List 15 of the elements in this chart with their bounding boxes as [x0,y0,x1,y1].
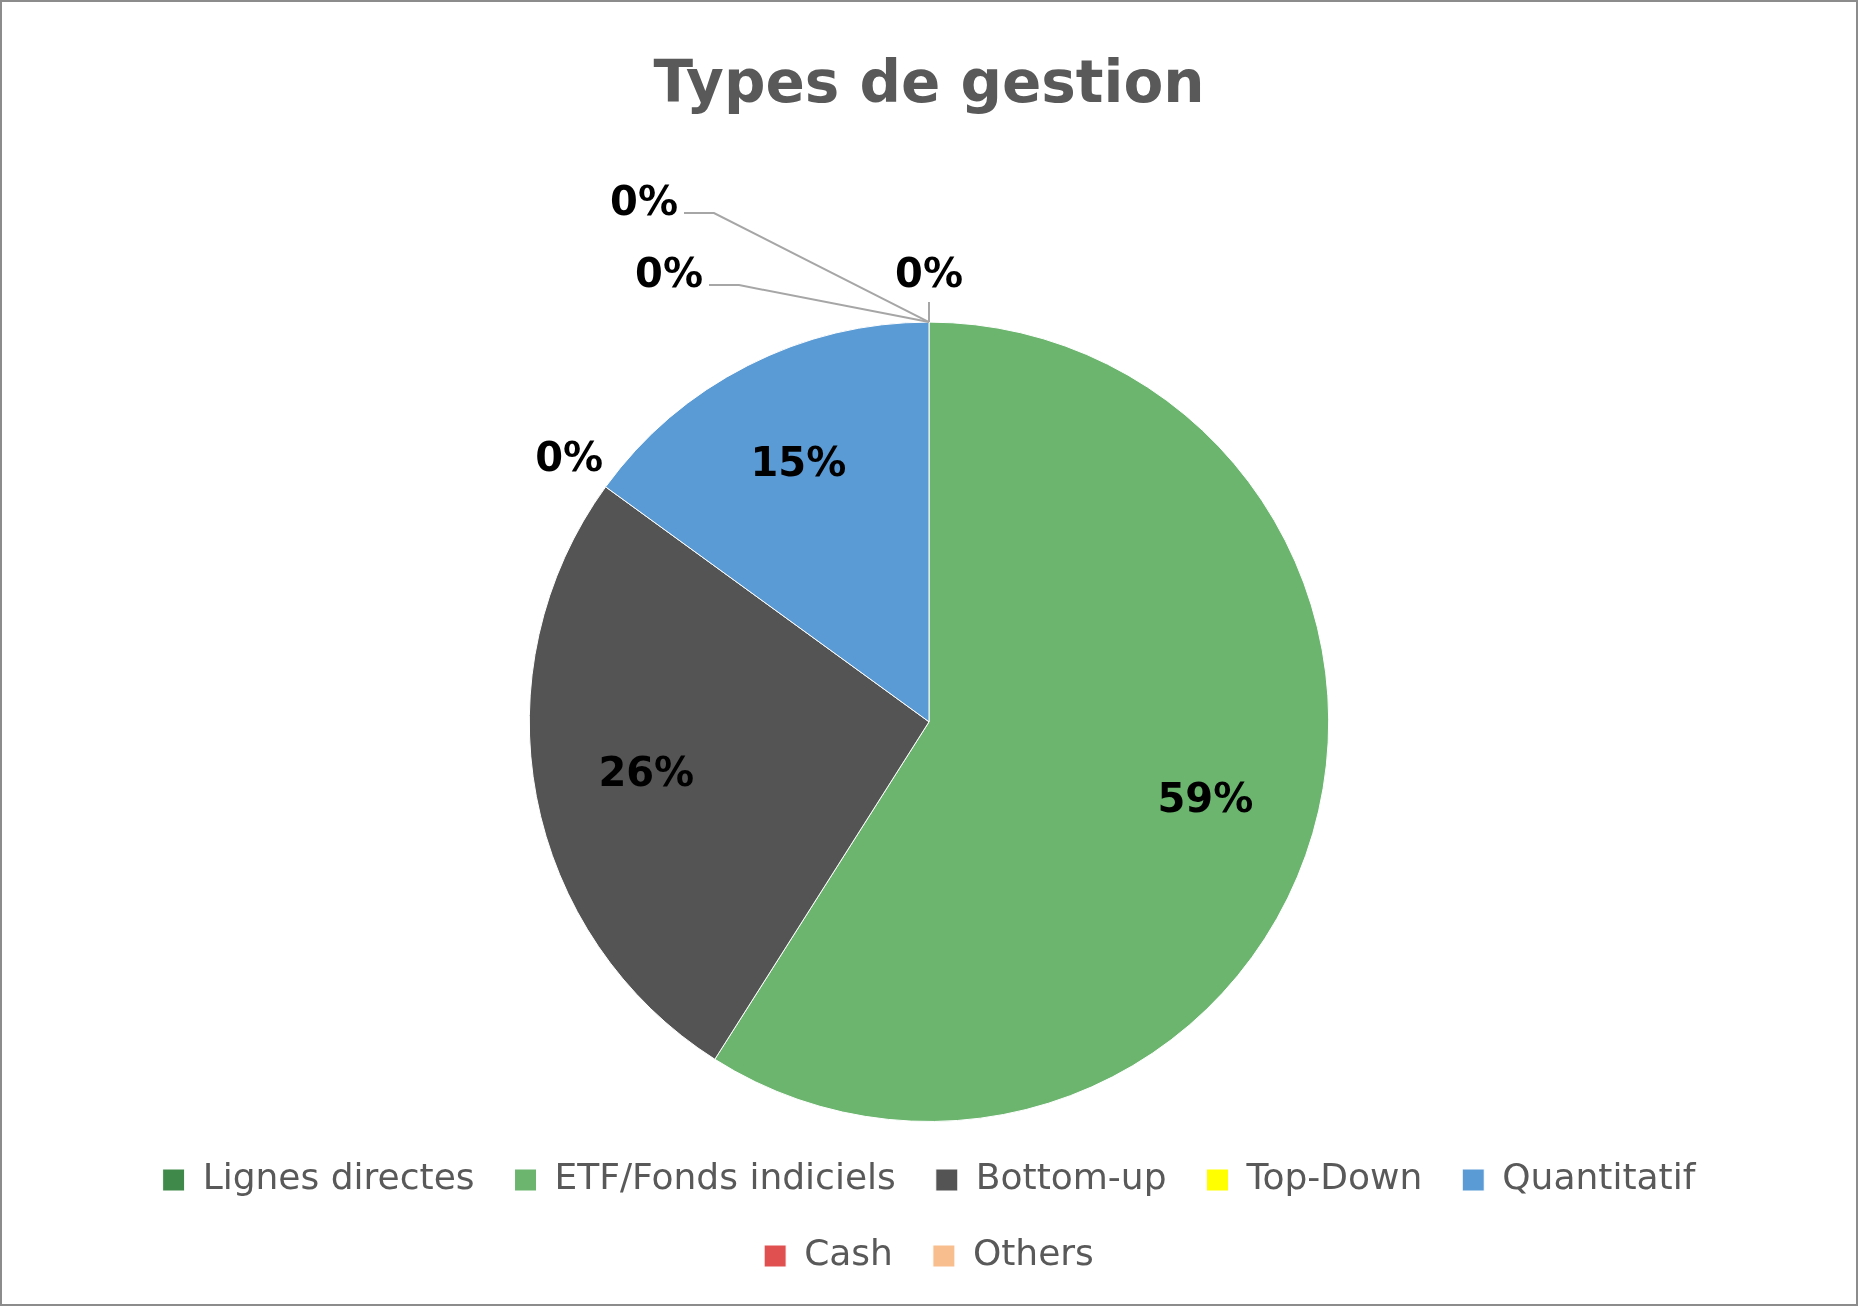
legend-label: Quantitatif [1502,1156,1697,1198]
legend-label: ETF/Fonds indiciels [554,1156,896,1198]
text: 0% [610,178,678,225]
text: 0% [895,250,963,297]
legend-label: Top-Down [1245,1156,1423,1198]
chart-title: Types de gestion [653,47,1205,116]
text: 0% [535,433,604,480]
text: 0% [635,250,703,297]
legend-label: Cash [804,1232,893,1274]
legend-label: Bottom-up [975,1156,1167,1198]
legend-label: Others [972,1232,1094,1274]
data-label: 15% [750,438,847,485]
data-label: 26% [598,749,695,796]
data-label: 59% [1157,775,1254,822]
legend-label: Lignes directes [202,1156,475,1198]
